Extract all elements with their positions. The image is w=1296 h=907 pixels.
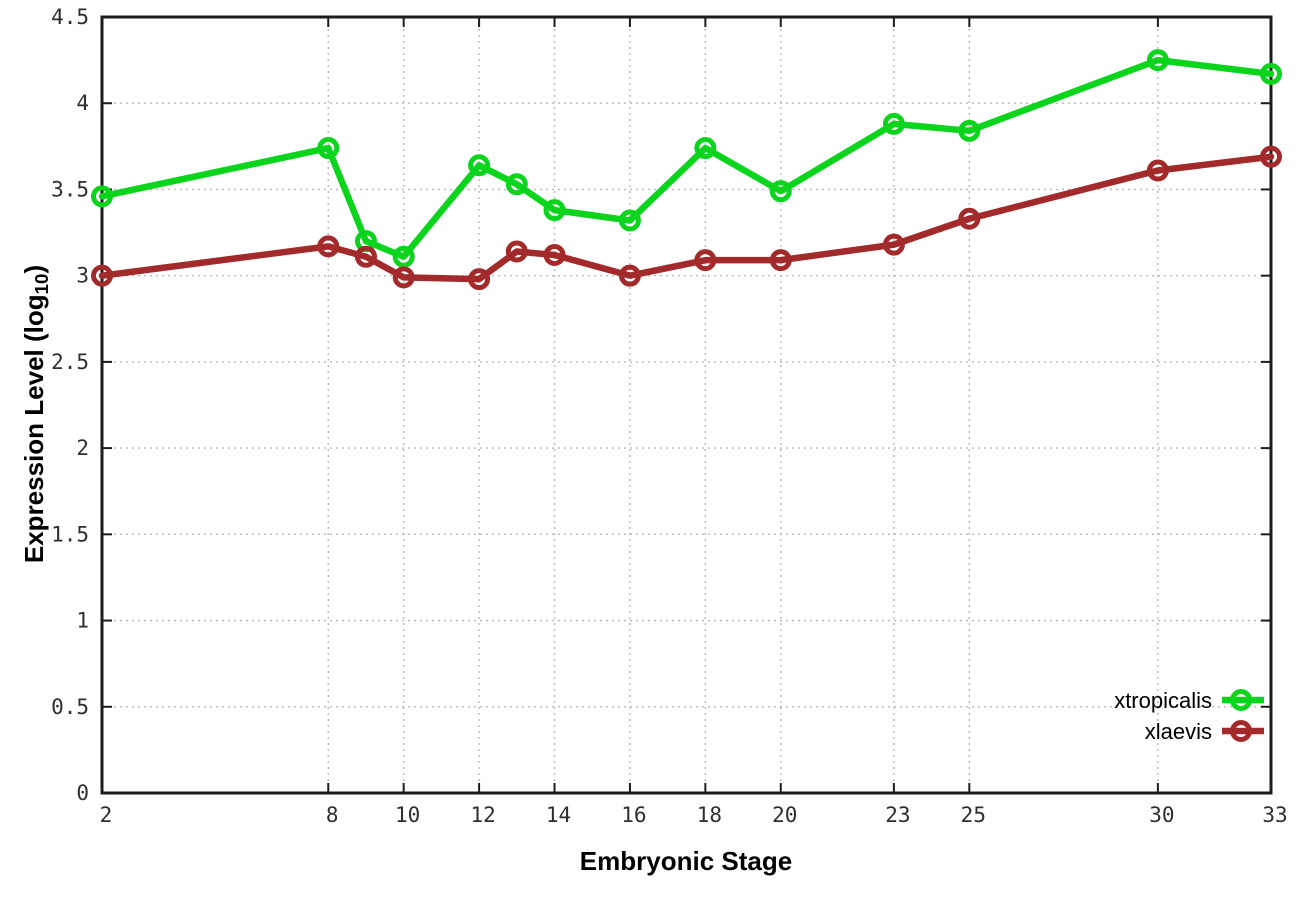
y-tick-label: 4 <box>76 91 89 115</box>
legend-marker-sample <box>1230 689 1252 711</box>
y-tick-label: 3 <box>76 264 89 288</box>
x-tick-label: 25 <box>961 803 986 827</box>
legend: xtropicalis xlaevis <box>1114 688 1264 744</box>
y-tick-label: 1 <box>76 609 89 633</box>
series-xlaevis-marker <box>468 268 491 291</box>
x-tick-label: 8 <box>326 803 339 827</box>
y-tick-label: 4.5 <box>51 5 89 29</box>
legend-label-xlaevis: xlaevis <box>1145 719 1212 744</box>
series-xlaevis-marker <box>354 245 377 268</box>
x-tick-label: 12 <box>470 803 495 827</box>
gridlines <box>101 16 1272 794</box>
series-xlaevis-marker <box>392 266 415 289</box>
plot-border <box>100 15 1273 795</box>
series-xlaevis-marker <box>769 249 792 272</box>
series-xtropicalis-marker <box>317 137 340 160</box>
series-xtropicalis-marker <box>1260 62 1282 85</box>
series-xtropicalis-marker <box>618 209 641 232</box>
y-tick-label: 1.5 <box>51 522 89 546</box>
series-xlaevis-line <box>98 153 1275 283</box>
legend-item-xtropicalis: xtropicalis <box>1114 688 1264 713</box>
y-tick-label: 2.5 <box>51 350 89 374</box>
series-xlaevis-marker <box>1260 145 1282 168</box>
x-tick-labels: 2 8 10 12 14 16 18 20 23 25 30 33 <box>100 803 1288 827</box>
y-axis-title-text: Expression Level (log <box>19 294 50 564</box>
y-tick-label: 2 <box>76 436 89 460</box>
x-axis-title: Embryonic Stage <box>579 846 793 876</box>
series-xlaevis-marker <box>958 207 981 230</box>
tick-marks <box>101 16 1272 794</box>
series-xlaevis-marker <box>91 264 113 287</box>
x-tick-label: 33 <box>1262 803 1287 827</box>
series-xtropicalis-marker <box>543 199 566 222</box>
series-xtropicalis-marker <box>694 137 717 160</box>
series-xlaevis-marker <box>1146 159 1169 182</box>
x-tick-label: 16 <box>621 803 646 827</box>
x-tick-label: 18 <box>697 803 722 827</box>
y-axis-title-subscript: 10 <box>30 273 52 295</box>
y-axis-title: Expression Level (log10) <box>19 265 53 563</box>
series-xtropicalis-marker <box>882 112 905 135</box>
x-tick-label: 23 <box>885 803 910 827</box>
x-tick-label: 10 <box>395 803 420 827</box>
legend-marker-sample <box>1230 720 1252 742</box>
x-tick-label: 2 <box>100 803 113 827</box>
series-xlaevis-marker <box>882 233 905 256</box>
series-xtropicalis-marker <box>505 173 528 196</box>
series-xtropicalis-marker <box>468 154 491 177</box>
legend-item-xlaevis: xlaevis <box>1145 719 1264 744</box>
x-tick-label: 14 <box>546 803 571 827</box>
y-tick-label: 0 <box>76 781 89 805</box>
series-xtropicalis-line <box>98 56 1275 260</box>
y-axis-title-suffix: ) <box>19 264 50 274</box>
series-xlaevis-marker <box>694 249 717 272</box>
series-xtropicalis-marker <box>958 119 981 142</box>
y-tick-labels: 0 0.5 1 1.5 2 2.5 3 3.5 4 4.5 <box>51 5 89 805</box>
series-xtropicalis-marker <box>392 245 415 268</box>
series-xlaevis-marker <box>618 264 641 287</box>
x-tick-label: 30 <box>1149 803 1174 827</box>
series-xlaevis <box>91 145 1282 291</box>
x-tick-label: 20 <box>772 803 797 827</box>
series-xtropicalis-marker <box>1146 49 1169 72</box>
series-xtropicalis-marker <box>91 185 113 208</box>
series-xtropicalis-marker <box>769 180 792 203</box>
series-xlaevis-marker <box>317 235 340 258</box>
series-xlaevis-marker <box>505 240 528 263</box>
series-xlaevis-marker <box>543 243 566 266</box>
y-tick-label: 3.5 <box>51 177 89 201</box>
legend-label-xtropicalis: xtropicalis <box>1114 688 1212 713</box>
series-xtropicalis <box>91 49 1282 268</box>
y-tick-label: 0.5 <box>51 695 89 719</box>
